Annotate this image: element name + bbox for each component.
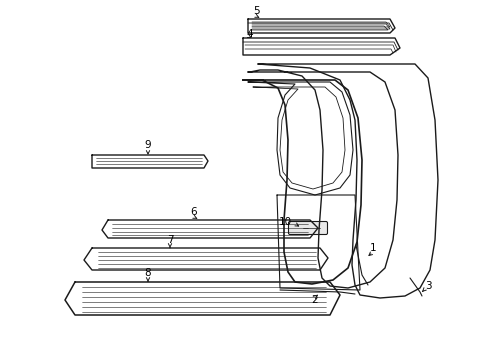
Text: 5: 5	[253, 6, 259, 16]
Text: 9: 9	[145, 140, 151, 150]
Text: 1: 1	[369, 243, 376, 253]
FancyBboxPatch shape	[289, 221, 327, 234]
Text: 10: 10	[278, 217, 292, 227]
Text: 7: 7	[167, 235, 173, 245]
Text: 8: 8	[145, 268, 151, 278]
Text: 3: 3	[425, 281, 431, 291]
Text: 4: 4	[246, 29, 253, 39]
Text: 2: 2	[312, 295, 318, 305]
Text: 6: 6	[191, 207, 197, 217]
